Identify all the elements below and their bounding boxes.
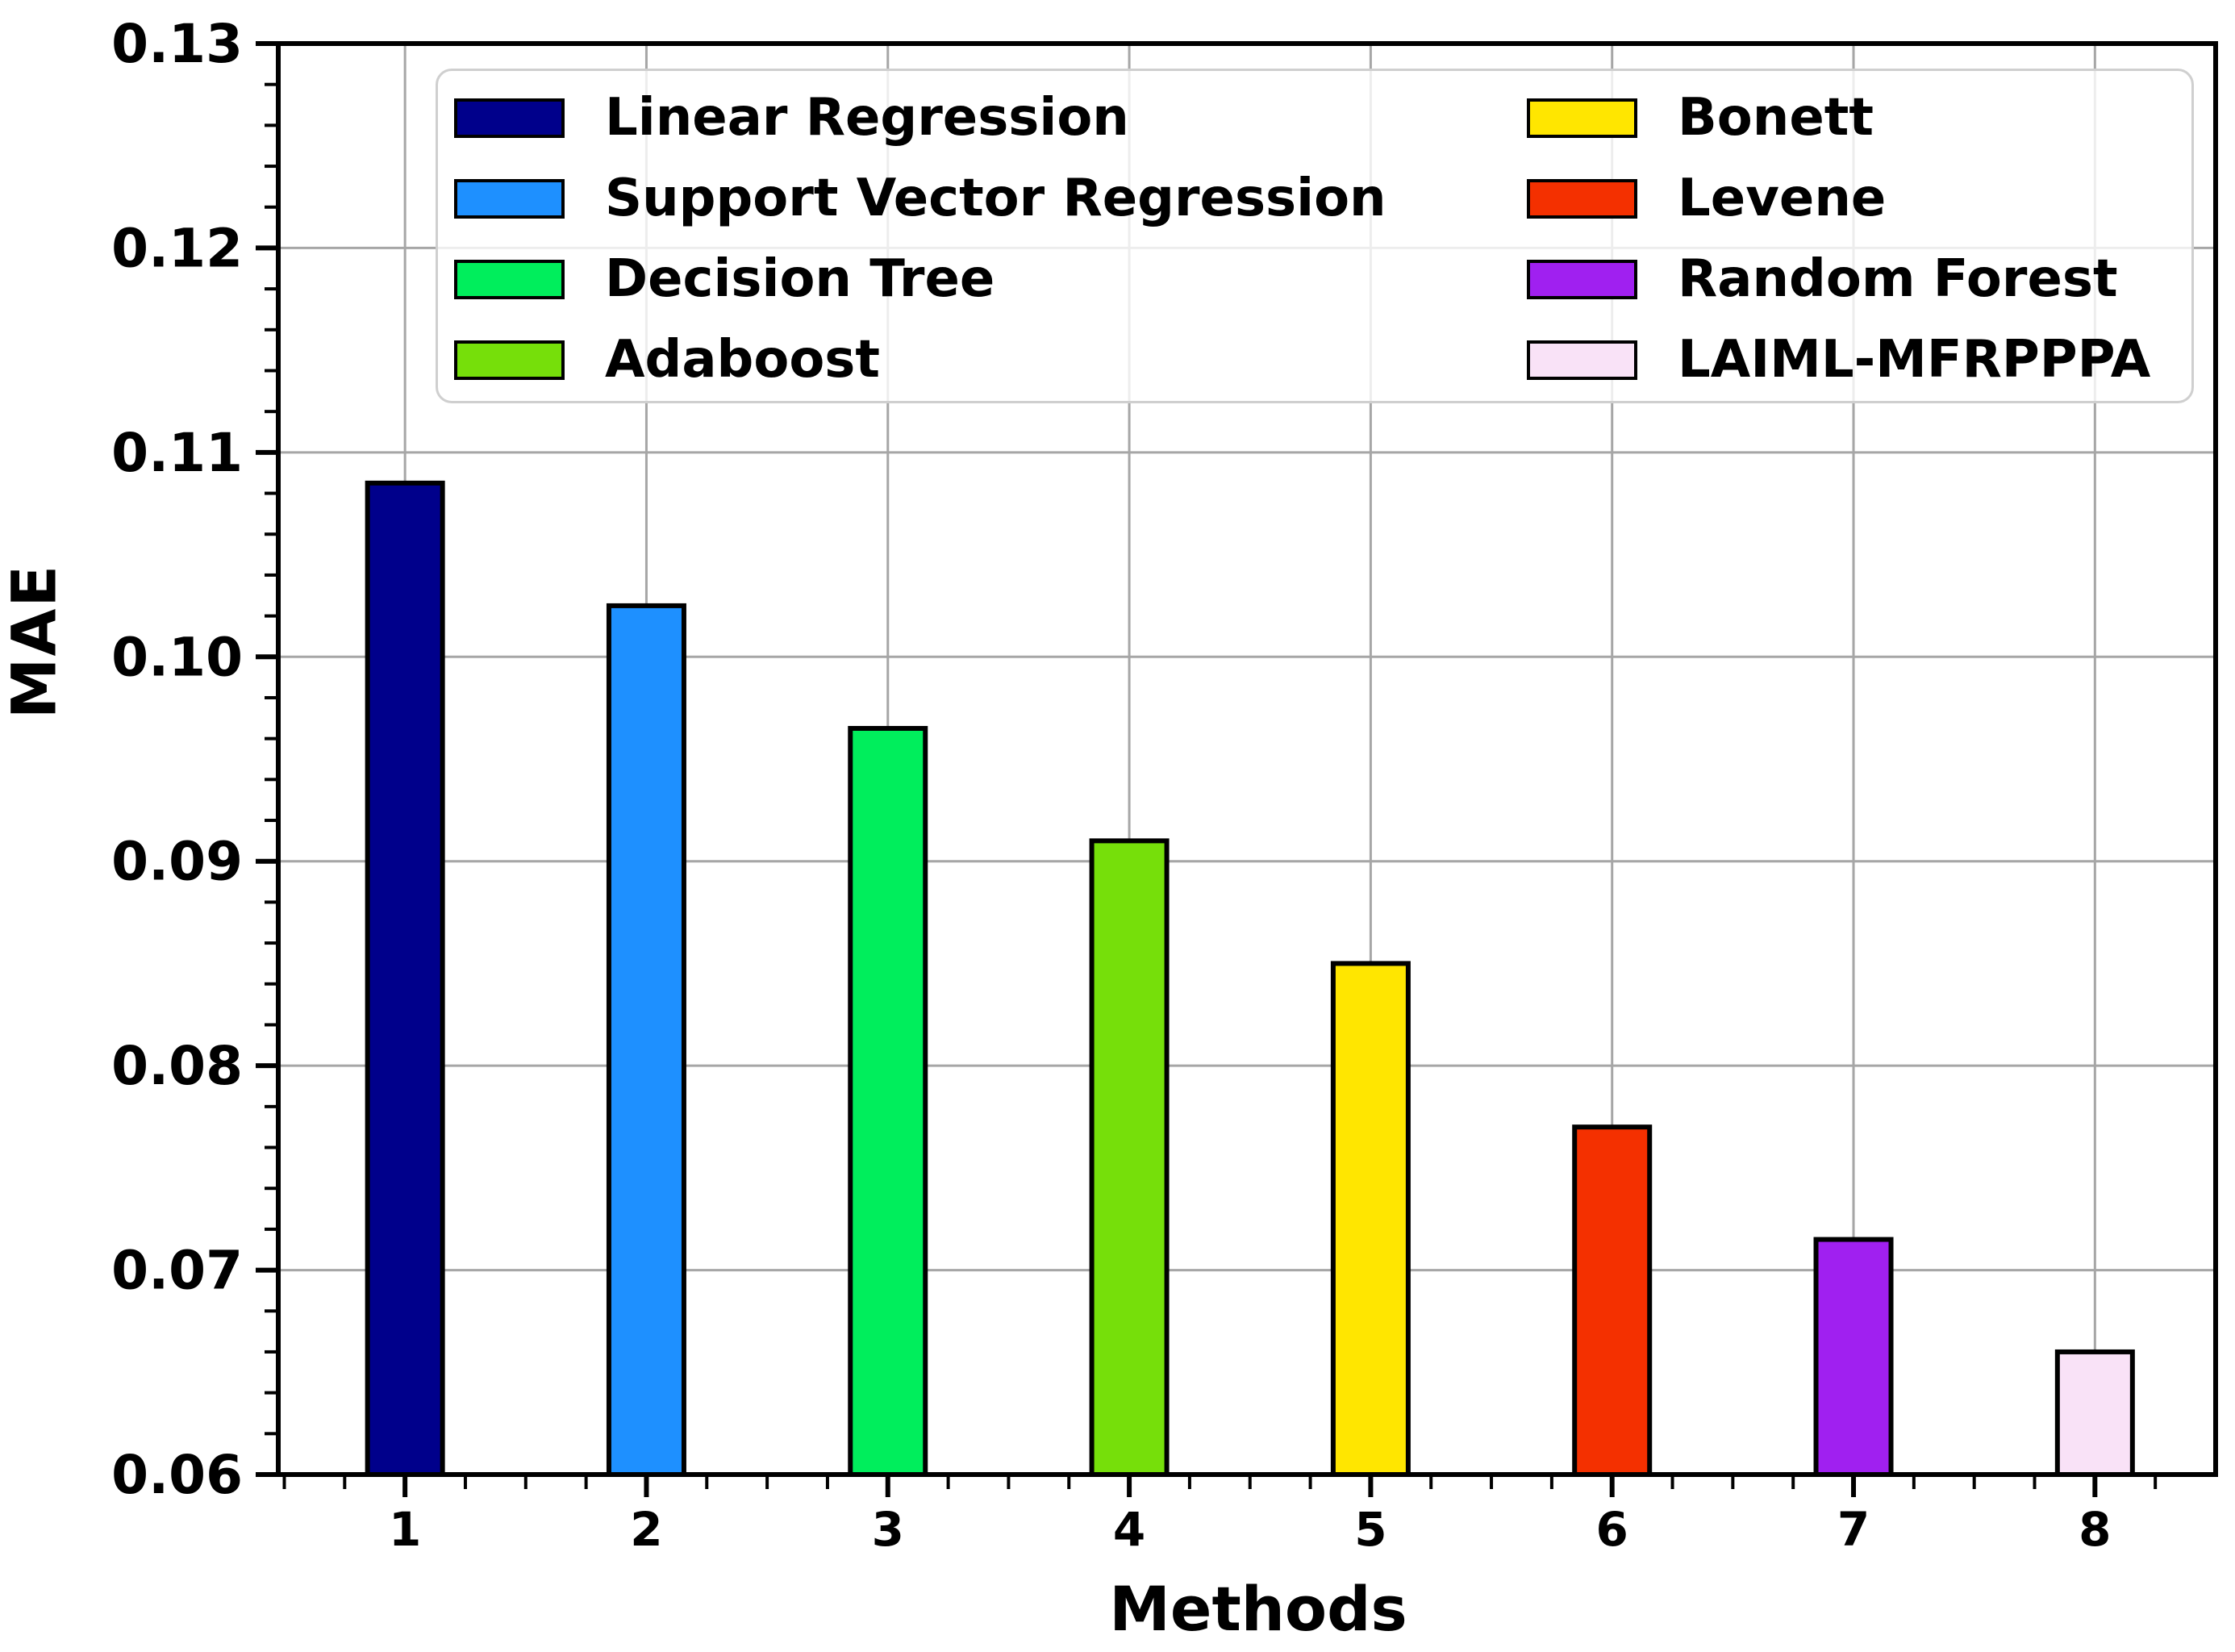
legend-label: Support Vector Regression — [605, 169, 1386, 228]
bar-6 — [1572, 1124, 1653, 1477]
legend-item-support-vector-regression: Support Vector Regression — [454, 158, 1527, 239]
bar-3 — [848, 725, 928, 1477]
y-axis-label: MAE — [0, 563, 70, 720]
legend-swatch-icon — [454, 340, 565, 380]
x-tick-label: 4 — [1113, 1502, 1145, 1557]
legend-item-laiml-mfrpppa: LAIML-MFRPPPA — [1527, 319, 2191, 400]
y-tick-label: 0.11 — [111, 422, 243, 484]
legend-item-bonett: Bonett — [1527, 77, 2191, 158]
y-tick-label: 0.08 — [111, 1035, 243, 1097]
y-tick-label: 0.12 — [111, 217, 243, 279]
legend-swatch-icon — [1527, 340, 1637, 380]
bar-8 — [2054, 1349, 2135, 1478]
y-tick-label: 0.09 — [111, 831, 243, 893]
bar-2 — [606, 603, 686, 1477]
legend-swatch-icon — [1527, 259, 1637, 299]
legend-swatch-icon — [1527, 98, 1637, 138]
legend-swatch-icon — [454, 98, 565, 138]
legend-item-linear-regression: Linear Regression — [454, 77, 1527, 158]
legend-label: Bonett — [1678, 88, 1874, 148]
x-axis-label: Methods — [1109, 1573, 1407, 1645]
x-tick-label: 1 — [389, 1502, 421, 1557]
x-tick-label: 3 — [872, 1502, 904, 1557]
bar-5 — [1330, 961, 1411, 1477]
x-tick-label: 7 — [1837, 1502, 1870, 1557]
bar-7 — [1813, 1237, 1894, 1477]
legend: Linear Regression Support Vector Regress… — [436, 69, 2194, 403]
bar-1 — [365, 480, 445, 1477]
legend-item-levene: Levene — [1527, 158, 2191, 239]
x-tick-label: 2 — [630, 1502, 662, 1557]
y-tick-label: 0.13 — [111, 13, 243, 75]
legend-label: Levene — [1678, 169, 1887, 228]
legend-label: Adaboost — [605, 330, 880, 390]
plot-border — [276, 41, 2218, 1477]
legend-label: Random Forest — [1678, 249, 2118, 309]
legend-item-decision-tree: Decision Tree — [454, 239, 1527, 319]
x-tick-label: 8 — [2079, 1502, 2111, 1557]
y-tick-label: 0.07 — [111, 1240, 243, 1302]
legend-swatch-icon — [454, 259, 565, 299]
legend-label: LAIML-MFRPPPA — [1678, 330, 2151, 390]
y-tick-label: 0.06 — [111, 1444, 243, 1506]
x-tick-label: 6 — [1596, 1502, 1628, 1557]
legend-swatch-icon — [454, 178, 565, 219]
legend-swatch-icon — [1527, 178, 1637, 219]
legend-item-adaboost: Adaboost — [454, 319, 1527, 400]
legend-label: Decision Tree — [605, 249, 995, 309]
bar-4 — [1089, 838, 1170, 1478]
x-tick-label: 5 — [1354, 1502, 1386, 1557]
legend-label: Linear Regression — [605, 88, 1129, 148]
legend-item-random-forest: Random Forest — [1527, 239, 2191, 319]
y-tick-label: 0.10 — [111, 626, 243, 688]
